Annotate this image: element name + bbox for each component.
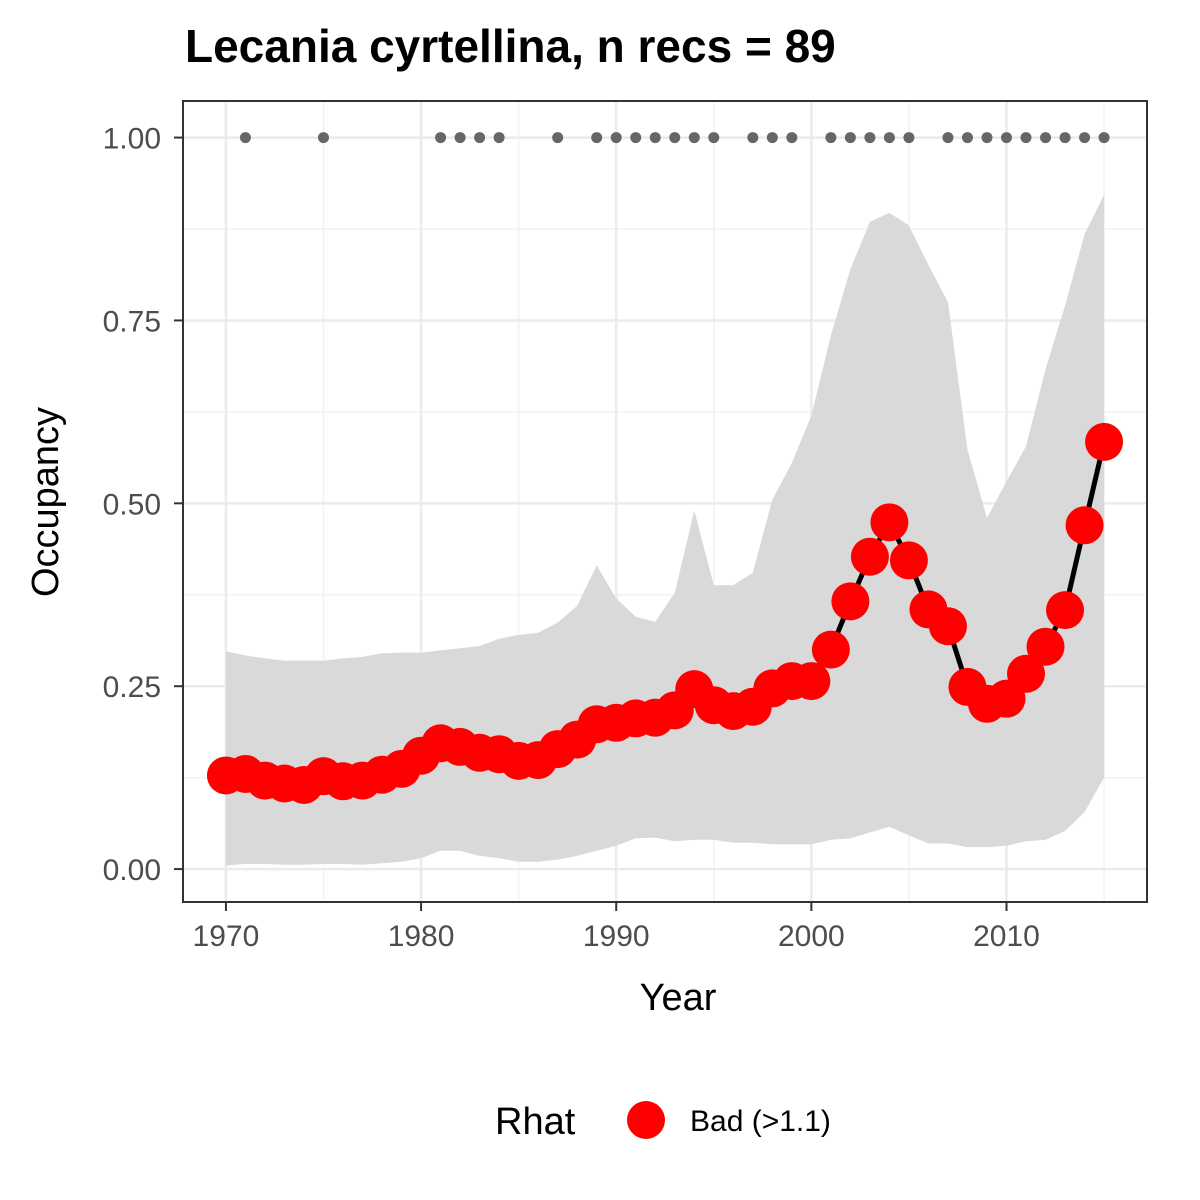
- record-point: [1098, 132, 1110, 144]
- record-point: [708, 132, 720, 144]
- record-point: [1000, 132, 1012, 144]
- occupancy-point: [850, 537, 889, 576]
- x-tick-label: 1990: [583, 920, 650, 953]
- occupancy-point: [870, 503, 909, 542]
- record-point: [318, 132, 330, 144]
- record-point: [864, 132, 876, 144]
- x-tick-label: 1980: [388, 920, 455, 953]
- record-point: [1020, 132, 1032, 144]
- record-point: [239, 132, 251, 144]
- record-point: [649, 132, 661, 144]
- x-axis: 1970 1980 1990 2000 2010: [193, 902, 1040, 953]
- record-point: [435, 132, 447, 144]
- x-axis-title: Year: [640, 977, 717, 1019]
- plot-area: [182, 100, 1148, 903]
- occupancy-point: [792, 662, 831, 701]
- record-points: [239, 132, 1110, 144]
- occupancy-point: [928, 607, 967, 646]
- occupancy-point: [1046, 591, 1085, 630]
- record-point: [591, 132, 603, 144]
- record-point: [474, 132, 486, 144]
- record-point: [844, 132, 856, 144]
- occupancy-points: [206, 422, 1124, 804]
- record-point: [883, 132, 895, 144]
- x-tick-label: 2010: [973, 920, 1040, 953]
- record-point: [630, 132, 642, 144]
- record-point: [903, 132, 915, 144]
- record-point: [961, 132, 973, 144]
- record-point: [1059, 132, 1071, 144]
- legend-label-bad: Bad (>1.1): [690, 1105, 831, 1138]
- legend-title: Rhat: [495, 1101, 576, 1143]
- confidence-ribbon-layer: [225, 194, 1105, 866]
- occupancy-point: [1065, 506, 1104, 545]
- occupancy-point: [889, 541, 928, 580]
- plot-border: [182, 100, 1148, 903]
- record-point: [688, 132, 700, 144]
- y-tick-label: 0.75: [103, 305, 161, 338]
- x-tick-label: 1970: [193, 920, 260, 953]
- record-point: [747, 132, 759, 144]
- record-point: [786, 132, 798, 144]
- y-axis: 0.00 0.25 0.50 0.75 1.00: [103, 123, 183, 887]
- occupancy-point: [831, 582, 870, 621]
- legend-key-bad: [627, 1101, 665, 1139]
- record-point: [454, 132, 466, 144]
- record-point: [766, 132, 778, 144]
- y-tick-label: 0.00: [103, 854, 161, 887]
- confidence-ribbon: [225, 194, 1105, 866]
- record-point: [669, 132, 681, 144]
- record-point: [1040, 132, 1052, 144]
- occupancy-point: [1085, 422, 1124, 461]
- y-tick-label: 0.25: [103, 671, 161, 704]
- record-point: [552, 132, 564, 144]
- record-point: [493, 132, 505, 144]
- record-point: [981, 132, 993, 144]
- chart-title: Lecania cyrtellina, n recs = 89: [185, 20, 836, 72]
- y-tick-label: 1.00: [103, 123, 161, 156]
- record-point: [942, 132, 954, 144]
- record-point: [1079, 132, 1091, 144]
- record-point: [825, 132, 837, 144]
- occupancy-point: [1026, 627, 1065, 666]
- y-axis-title: Occupancy: [25, 407, 67, 597]
- legend: Rhat Bad (>1.1): [495, 1101, 831, 1143]
- occupancy-point: [1007, 654, 1046, 693]
- occupancy-point: [811, 630, 850, 669]
- record-point: [610, 132, 622, 144]
- y-tick-label: 0.50: [103, 488, 161, 521]
- x-tick-label: 2000: [778, 920, 845, 953]
